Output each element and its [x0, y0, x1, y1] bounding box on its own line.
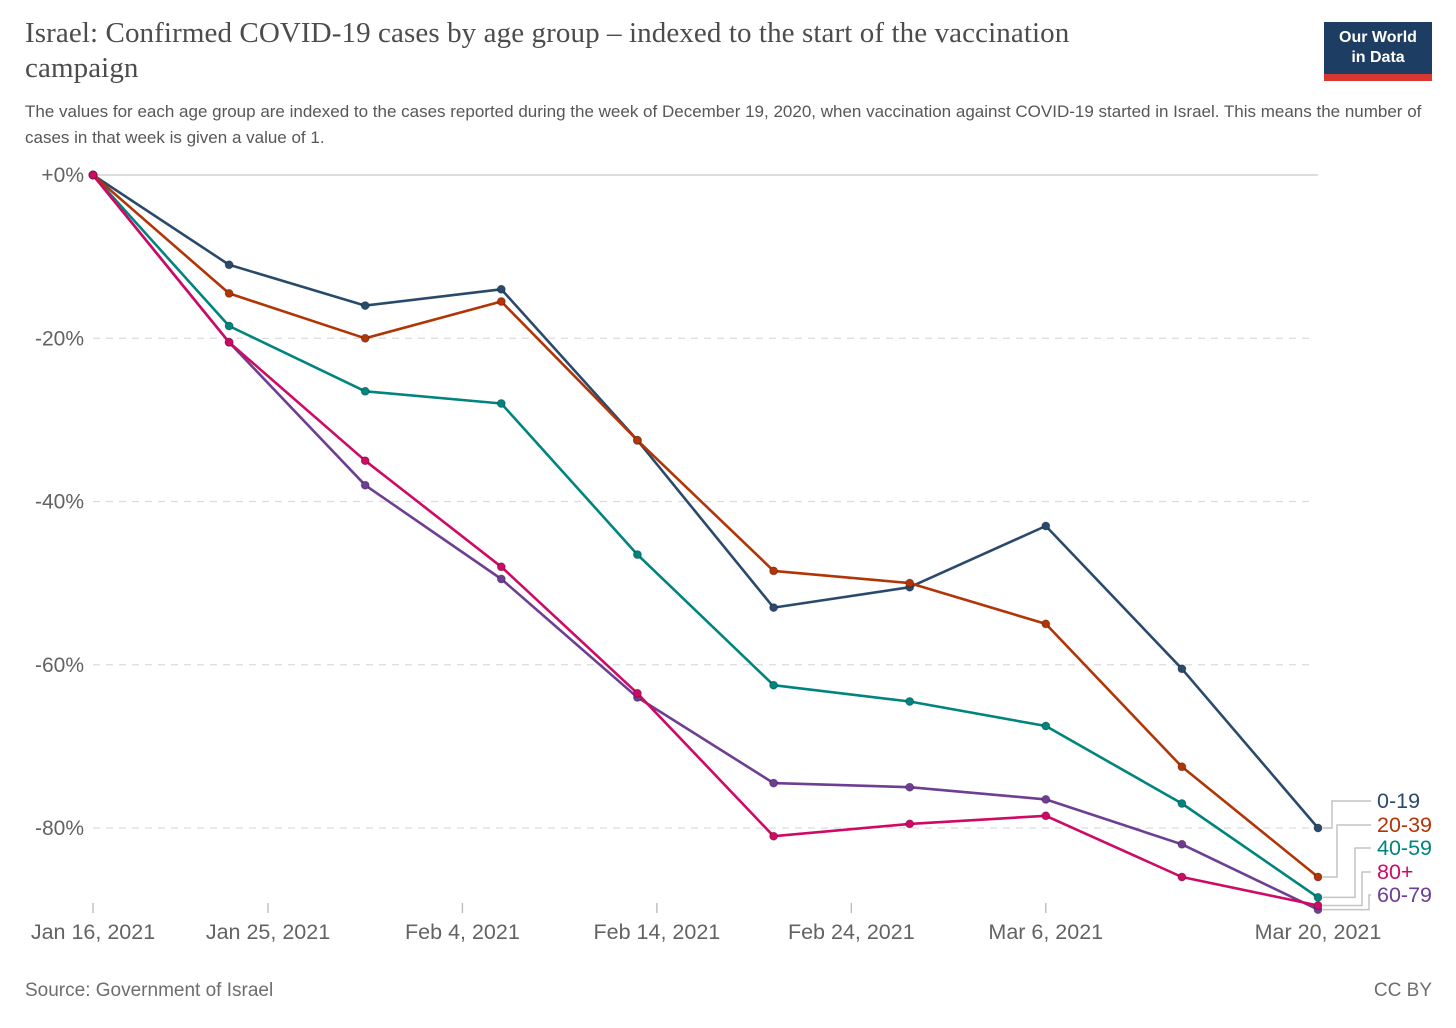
series-line-60-79 — [91, 173, 1320, 911]
series-line-80+ — [91, 173, 1320, 907]
series-line-20-39 — [91, 173, 1320, 879]
data-point-80+ — [360, 456, 370, 466]
legend-connector — [1323, 824, 1371, 878]
data-point-80+ — [1177, 872, 1187, 882]
data-point-80+ — [632, 688, 642, 698]
owid-logo-stripe — [1324, 74, 1432, 81]
series-line-40-59 — [91, 173, 1320, 899]
data-point-0-19 — [360, 301, 370, 311]
series-line-0-19 — [91, 173, 1320, 830]
chart-header: Israel: Confirmed COVID-19 cases by age … — [25, 16, 1425, 151]
data-point-60-79 — [496, 574, 506, 584]
x-axis-label: Feb 4, 2021 — [405, 920, 520, 944]
data-point-20-39 — [1313, 872, 1323, 882]
chart-title: Israel: Confirmed COVID-19 cases by age … — [25, 17, 1070, 85]
data-point-40-59 — [905, 697, 915, 706]
x-axis-label: Jan 16, 2021 — [31, 920, 155, 944]
data-point-60-79 — [1177, 839, 1187, 849]
data-point-20-39 — [496, 297, 506, 306]
owid-logo-box: Our World in Data — [1324, 22, 1432, 74]
data-point-0-19 — [1313, 823, 1323, 833]
data-point-60-79 — [905, 782, 915, 792]
y-axis-label: +0% — [41, 164, 84, 187]
data-point-20-39 — [1041, 619, 1051, 629]
data-point-40-59 — [632, 550, 642, 560]
data-point-40-59 — [224, 321, 234, 331]
data-point-20-39 — [224, 288, 234, 298]
chart-footer: Source: Government of Israel CC BY — [25, 980, 1432, 1002]
data-point-80+ — [769, 831, 779, 841]
data-point-40-59 — [1041, 721, 1051, 731]
data-point-20-39 — [1177, 762, 1187, 772]
legend-label-80+[interactable]: 80+ — [1377, 860, 1413, 884]
license-link[interactable]: CC BY — [1373, 980, 1432, 1001]
y-axis-label: -40% — [35, 491, 84, 514]
y-axis-label: -80% — [35, 817, 84, 840]
data-point-60-79 — [360, 480, 370, 490]
data-point-80+ — [88, 170, 98, 180]
owid-logo[interactable]: Our World in Data — [1324, 22, 1432, 81]
data-point-60-79 — [1041, 794, 1051, 804]
legend-label-0-19[interactable]: 0-19 — [1377, 789, 1420, 813]
source-note: Source: Government of Israel — [25, 980, 274, 1001]
owid-logo-line2: in Data — [1351, 49, 1405, 66]
legend-label-40-59[interactable]: 40-59 — [1377, 836, 1432, 860]
data-point-0-19 — [224, 260, 234, 270]
y-axis-label: -60% — [35, 654, 84, 677]
data-point-20-39 — [769, 566, 779, 576]
data-point-40-59 — [496, 399, 506, 408]
x-axis-label: Feb 24, 2021 — [788, 920, 915, 944]
x-axis-label: Mar 20, 2021 — [1255, 920, 1382, 944]
data-point-20-39 — [360, 333, 370, 343]
data-point-60-79 — [769, 778, 779, 788]
data-point-40-59 — [1177, 799, 1187, 808]
data-point-20-39 — [632, 435, 642, 445]
data-point-40-59 — [1313, 892, 1323, 902]
data-point-40-59 — [360, 386, 370, 396]
legend-label-20-39[interactable]: 20-39 — [1377, 813, 1432, 837]
x-axis-label: Jan 25, 2021 — [206, 920, 330, 944]
data-point-40-59 — [769, 680, 779, 690]
data-point-0-19 — [1177, 664, 1187, 674]
data-point-0-19 — [496, 284, 506, 294]
y-axis-label: -20% — [35, 327, 84, 350]
chart-subtitle: The values for each age group are indexe… — [25, 101, 1422, 148]
owid-logo-line1: Our World — [1339, 29, 1417, 46]
x-axis-label: Feb 14, 2021 — [594, 920, 721, 944]
data-point-0-19 — [1041, 521, 1051, 531]
data-point-0-19 — [769, 603, 779, 613]
x-axis-label: Mar 6, 2021 — [988, 920, 1103, 944]
legend-connector — [1323, 800, 1371, 829]
legend-label-60-79[interactable]: 60-79 — [1377, 883, 1432, 907]
data-point-80+ — [224, 337, 234, 347]
data-point-20-39 — [905, 578, 915, 588]
legend-connector — [1323, 871, 1371, 907]
data-point-80+ — [496, 562, 506, 572]
legend-connector — [1323, 894, 1371, 911]
data-point-80+ — [905, 819, 915, 829]
data-point-80+ — [1041, 811, 1051, 821]
data-point-80+ — [1313, 901, 1323, 910]
legend-connector — [1323, 847, 1371, 899]
